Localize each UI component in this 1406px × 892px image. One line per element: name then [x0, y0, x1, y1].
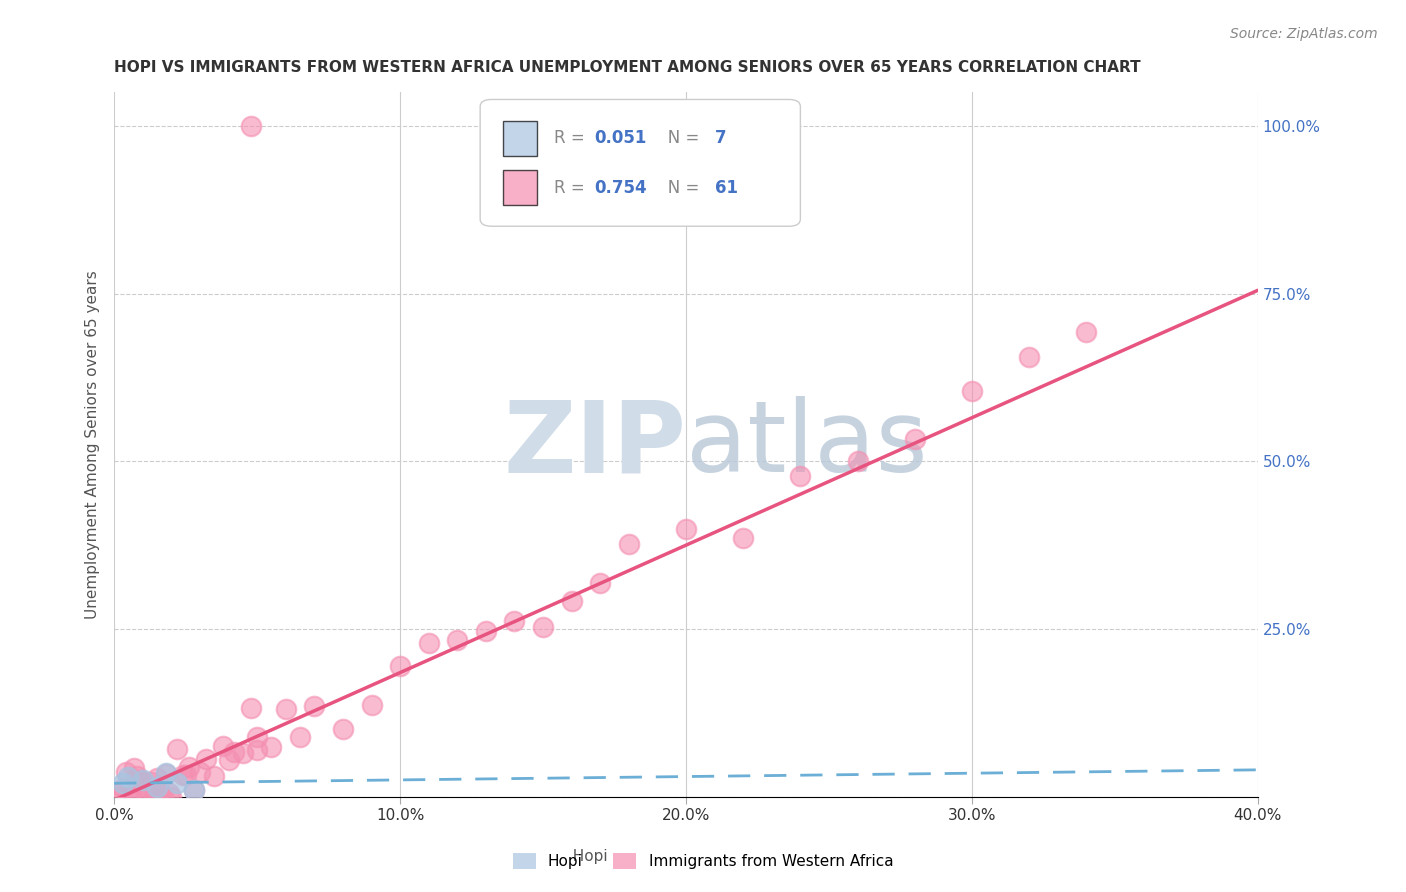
Point	[531, 620, 554, 634]
Point	[122, 760, 145, 774]
Point	[146, 771, 169, 785]
Point	[117, 789, 139, 804]
Point	[135, 789, 157, 804]
Point	[155, 766, 177, 780]
Point	[120, 789, 142, 804]
Point	[1076, 325, 1098, 339]
Text: Hopi: Hopi	[564, 849, 617, 863]
Y-axis label: Unemployment Among Seniors over 65 years: Unemployment Among Seniors over 65 years	[86, 270, 100, 619]
Point	[105, 787, 128, 801]
Point	[149, 784, 172, 798]
FancyBboxPatch shape	[503, 120, 537, 156]
Point	[157, 786, 180, 800]
Point	[160, 789, 183, 804]
Point	[117, 770, 139, 784]
Legend: Hopi, Immigrants from Western Africa: Hopi, Immigrants from Western Africa	[506, 847, 900, 875]
Point	[240, 701, 263, 715]
Point	[211, 739, 233, 753]
Point	[174, 768, 197, 782]
Point	[125, 769, 148, 783]
Point	[132, 773, 155, 788]
Point	[332, 722, 354, 736]
Point	[138, 788, 160, 802]
Point	[143, 789, 166, 804]
Text: 61: 61	[714, 178, 738, 196]
Point	[155, 767, 177, 781]
Point	[194, 751, 217, 765]
Point	[589, 576, 612, 591]
Point	[125, 772, 148, 787]
Text: 7: 7	[714, 129, 727, 147]
Point	[108, 789, 131, 804]
Point	[172, 768, 194, 782]
Point	[232, 746, 254, 760]
Point	[146, 789, 169, 804]
Point	[288, 730, 311, 744]
Point	[304, 698, 326, 713]
Point	[183, 783, 205, 797]
Text: 0.051: 0.051	[595, 129, 647, 147]
Point	[246, 730, 269, 744]
Point	[733, 531, 755, 545]
Point	[960, 384, 983, 398]
Point	[846, 454, 869, 468]
Text: HOPI VS IMMIGRANTS FROM WESTERN AFRICA UNEMPLOYMENT AMONG SENIORS OVER 65 YEARS : HOPI VS IMMIGRANTS FROM WESTERN AFRICA U…	[114, 60, 1140, 75]
Text: R =: R =	[554, 178, 591, 196]
Point	[218, 753, 240, 767]
Point	[274, 702, 297, 716]
Point	[617, 537, 640, 551]
Point	[503, 614, 526, 628]
Point	[789, 469, 811, 483]
Text: atlas: atlas	[686, 396, 928, 493]
Point	[141, 775, 163, 789]
Point	[146, 780, 169, 794]
Point	[475, 624, 498, 638]
Point	[446, 632, 468, 647]
Point	[166, 776, 188, 790]
Point	[188, 765, 211, 780]
Point	[132, 772, 155, 787]
Text: N =: N =	[652, 129, 704, 147]
Point	[675, 522, 697, 536]
Text: N =: N =	[652, 178, 704, 196]
Point	[183, 782, 205, 797]
Point	[152, 789, 174, 804]
Point	[389, 659, 412, 673]
Point	[224, 745, 246, 759]
Point	[111, 781, 134, 796]
FancyBboxPatch shape	[503, 169, 537, 205]
Text: ZIP: ZIP	[503, 396, 686, 493]
Point	[202, 769, 225, 783]
Point	[561, 594, 583, 608]
Point	[1018, 350, 1040, 364]
Point	[260, 740, 283, 755]
Point	[360, 698, 382, 712]
Point	[177, 760, 200, 774]
Point	[418, 636, 440, 650]
Point	[114, 765, 136, 780]
Text: R =: R =	[554, 129, 591, 147]
Point	[904, 432, 927, 446]
Text: 0.754: 0.754	[595, 178, 647, 196]
Text: Source: ZipAtlas.com: Source: ZipAtlas.com	[1230, 27, 1378, 41]
Point	[111, 776, 134, 790]
Point	[166, 742, 188, 756]
Point	[129, 789, 152, 804]
Point	[246, 743, 269, 757]
FancyBboxPatch shape	[481, 100, 800, 227]
Point	[240, 119, 263, 133]
